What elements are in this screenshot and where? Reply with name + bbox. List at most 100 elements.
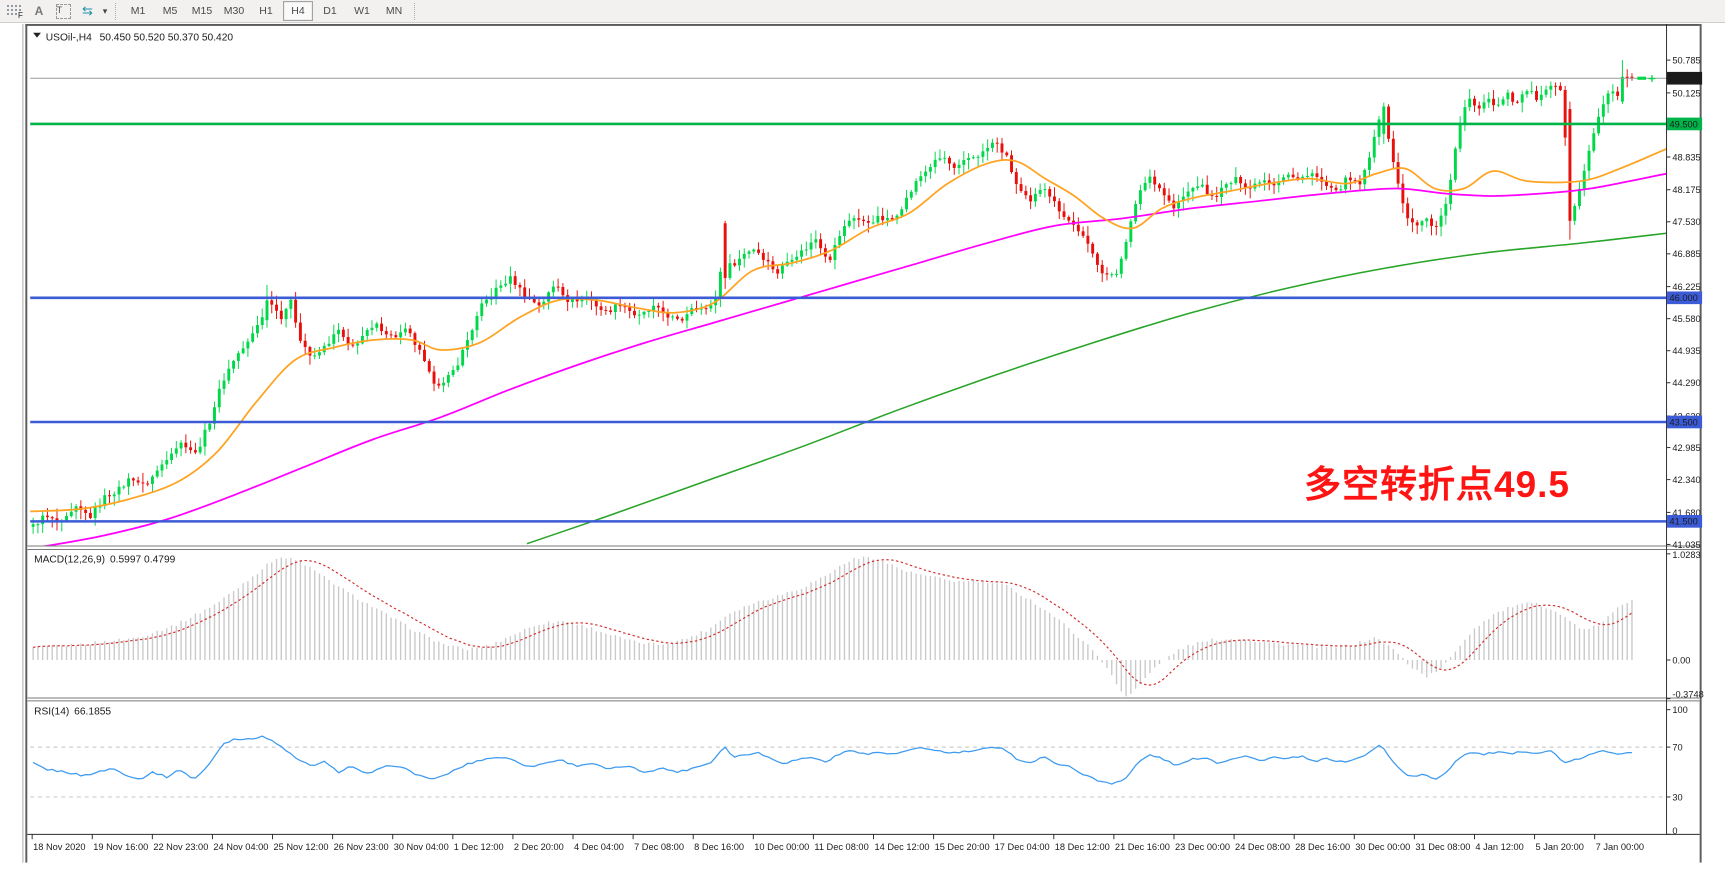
candle-body: [919, 176, 923, 182]
candle-body: [442, 382, 446, 386]
toolbar-separator: [115, 2, 118, 20]
candle-body: [389, 334, 393, 336]
candle-body: [179, 442, 183, 449]
time-tick-label: 11 Dec 08:00: [814, 842, 868, 852]
candle-body: [494, 287, 498, 297]
candle-body: [408, 328, 412, 334]
candle-body: [279, 310, 283, 320]
horizontal-lines: [30, 75, 1667, 523]
time-axis[interactable]: 18 Nov 2020 19 Nov 16:00 22 Nov 23:00 24 No…: [31, 834, 1644, 852]
macd-signal-line: [33, 559, 1633, 686]
candle-body: [1310, 173, 1314, 177]
rsi-tick-label: 100: [1672, 705, 1687, 715]
candle-body: [308, 346, 312, 356]
timeframe-button-h4[interactable]: H4: [283, 1, 313, 21]
candle-body: [351, 344, 355, 346]
candle-body: [380, 323, 383, 332]
timeframe-button-d1[interactable]: D1: [323, 5, 337, 17]
price-tick-label: 48.835: [1672, 152, 1700, 162]
timeframe-button-mn[interactable]: MN: [385, 5, 403, 17]
chart-shift-icon[interactable]: F: [4, 1, 26, 21]
timeframe-button-m30[interactable]: M30: [223, 5, 245, 17]
candle-body: [1277, 181, 1281, 186]
candle-body: [990, 142, 994, 148]
candle-body: [213, 407, 216, 424]
cycle-arrows-icon[interactable]: ⇆: [82, 3, 93, 18]
time-tick-label: 17 Dec 04:00: [995, 842, 1050, 852]
candle-body: [504, 283, 508, 286]
candle-body: [217, 388, 221, 408]
candle-body: [680, 318, 684, 321]
candle-body: [1348, 177, 1352, 181]
timeframe-button-w1[interactable]: W1: [354, 5, 370, 17]
candle-body: [1038, 189, 1042, 194]
candle-body: [1425, 218, 1429, 222]
candle-body: [1601, 104, 1605, 117]
candle-body: [1515, 101, 1519, 103]
candle-body: [513, 276, 517, 285]
window-border: [25, 23, 1700, 26]
time-tick-label: 23 Dec 00:00: [1175, 842, 1230, 852]
symbol-dropdown-icon[interactable]: [33, 32, 41, 38]
candle-body: [1005, 152, 1009, 156]
time-tick-label: 5 Jan 20:00: [1536, 842, 1584, 852]
candle-body: [967, 157, 971, 161]
candle-body: [828, 256, 832, 260]
candle-body: [1167, 195, 1171, 201]
candle-body: [642, 311, 646, 315]
time-tick-label: 30 Dec 00:00: [1355, 842, 1410, 852]
dropdown-caret-icon[interactable]: ▾: [102, 5, 108, 16]
rsi-line: [32, 735, 1632, 785]
candle-body: [384, 331, 388, 335]
candle-body: [914, 181, 918, 192]
candle-body: [1625, 76, 1629, 79]
candle-body: [986, 147, 990, 152]
price-tick-label: 50.785: [1672, 56, 1700, 66]
price-tick-label: 45.580: [1672, 314, 1700, 324]
candle-body: [928, 167, 932, 172]
text-tool-button[interactable]: T: [52, 1, 74, 21]
candle-body: [303, 340, 307, 347]
candle-body: [895, 215, 899, 220]
candle-body: [1473, 98, 1476, 106]
price-axis[interactable]: 50.785 50.125 48.835 48.175 47.530 46.885 46.2…: [27, 23, 1704, 836]
ma-slow-line: [526, 232, 1667, 545]
candle-body: [50, 517, 54, 519]
candle-body: [265, 300, 269, 321]
candle-body: [1181, 196, 1185, 202]
candle-body: [1162, 188, 1166, 196]
candle-body: [1554, 85, 1558, 87]
candle-body: [1024, 191, 1028, 196]
candle-body: [1573, 205, 1577, 221]
chart-canvas[interactable]: 50.785 50.125 48.835 48.175 47.530 46.885 46.2…: [0, 23, 1725, 885]
time-tick-label: 24 Dec 08:00: [1235, 842, 1290, 852]
rsi-tick-label: 30: [1672, 792, 1682, 802]
candle-body: [327, 343, 331, 346]
candle-body: [561, 286, 565, 296]
moving-averages: [30, 147, 1667, 550]
price-tick-label: 44.935: [1672, 346, 1700, 356]
candle-body: [537, 302, 541, 306]
candle-body: [628, 306, 632, 311]
candle-body: [1067, 216, 1071, 221]
candle-body: [1095, 253, 1099, 265]
candle-body: [1010, 155, 1013, 173]
price-tick-label: 46.225: [1672, 282, 1700, 292]
candle-body: [671, 316, 675, 318]
timeframe-button-m15[interactable]: M15: [191, 5, 213, 17]
timeframe-button-m1[interactable]: M1: [130, 5, 146, 17]
dotted-grid-icon: F: [7, 5, 23, 19]
timeframe-button-h1[interactable]: H1: [259, 5, 273, 17]
price-badge-label: 46.000: [1669, 293, 1697, 303]
panel-separator[interactable]: [27, 697, 1700, 701]
candle-body: [55, 518, 59, 522]
price-badge: [1667, 515, 1703, 528]
candle-body: [1325, 181, 1328, 186]
candle-body: [1305, 176, 1309, 178]
font-tool-icon[interactable]: A: [34, 4, 44, 18]
bid-marker-dash: [1637, 76, 1647, 80]
panel-separator[interactable]: [27, 546, 1700, 550]
candle-body: [289, 299, 293, 309]
timeframe-button-m5[interactable]: M5: [162, 5, 178, 17]
candle-body: [1415, 222, 1419, 226]
